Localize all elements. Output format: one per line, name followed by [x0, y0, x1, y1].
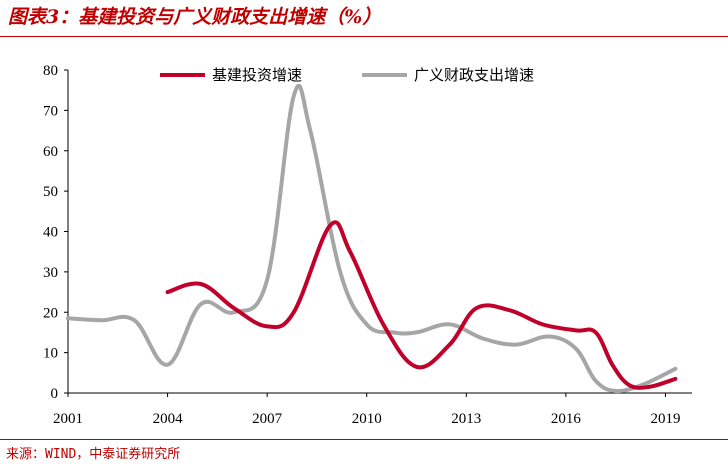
source-note: 来源：WIND，中泰证券研究所	[6, 447, 181, 462]
series-line-fiscal	[66, 83, 678, 394]
x-tick-label: 2010	[352, 411, 382, 427]
y-tick-label: 80	[43, 63, 58, 79]
y-tick-label: 40	[43, 225, 58, 241]
line-chart: 0 10 20 30 40 50 60 70 80 2001 2004 2007 2010 2013 201…	[43, 63, 692, 427]
y-tick-label: 0	[51, 386, 59, 402]
title-rule	[0, 36, 728, 37]
y-tick-label: 30	[43, 265, 58, 281]
legend-label: 广义财政支出增速	[414, 66, 534, 84]
y-tick-label: 10	[43, 346, 58, 362]
legend: 基建投资增速 广义财政支出增速	[160, 66, 534, 84]
chart-title: 图表3：基建投资与广义财政支出增速（%）	[8, 6, 382, 28]
y-tick-label: 70	[43, 103, 58, 119]
y-tick-label: 60	[43, 144, 58, 160]
x-tick-label: 2013	[451, 411, 481, 427]
legend-label: 基建投资增速	[212, 66, 302, 84]
x-tick-label: 2004	[153, 411, 184, 427]
x-tick-label: 2019	[650, 411, 680, 427]
x-tick-label: 2016	[551, 411, 582, 427]
source-rule	[0, 439, 728, 440]
y-tick-label: 20	[43, 305, 58, 321]
series-layer	[66, 83, 678, 394]
y-tick-label: 50	[43, 184, 58, 200]
x-tick-label: 2007	[252, 411, 283, 427]
series-line-infrastructure	[165, 220, 678, 390]
x-tick-label: 2001	[53, 411, 83, 427]
axes: 0 10 20 30 40 50 60 70 80 2001 2004 2007 2010 2013 201…	[43, 63, 692, 427]
